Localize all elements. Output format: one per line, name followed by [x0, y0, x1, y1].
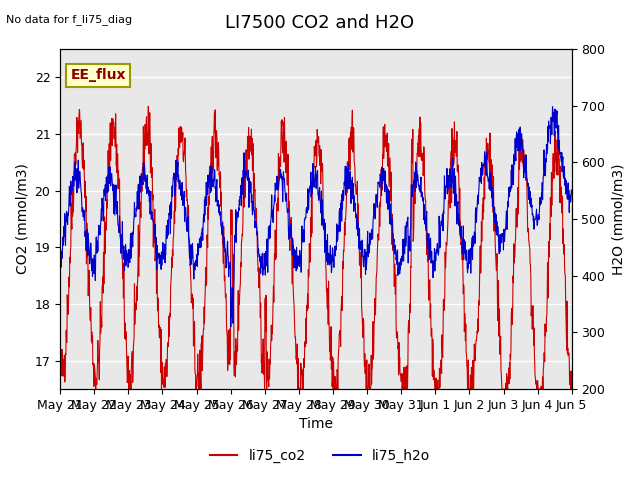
Line: li75_h2o: li75_h2o — [60, 107, 572, 327]
li75_h2o — [548, 104, 556, 109]
li75_co2 — [568, 386, 575, 392]
Text: No data for f_li75_diag: No data for f_li75_diag — [6, 14, 132, 25]
Y-axis label: H2O (mmol/m3): H2O (mmol/m3) — [611, 163, 625, 275]
li75_h2o — [227, 324, 235, 330]
Y-axis label: CO2 (mmol/m3): CO2 (mmol/m3) — [15, 164, 29, 275]
li75_co2 — [92, 386, 100, 392]
li75_co2 — [396, 354, 403, 360]
Legend: li75_co2, li75_h2o: li75_co2, li75_h2o — [204, 443, 436, 468]
li75_h2o — [508, 168, 515, 173]
li75_h2o — [396, 259, 403, 265]
li75_co2 — [158, 360, 166, 365]
X-axis label: Time: Time — [299, 418, 333, 432]
Line: li75_co2: li75_co2 — [60, 107, 572, 389]
li75_co2 — [171, 220, 179, 226]
li75_co2 — [145, 104, 152, 109]
li75_h2o — [462, 257, 470, 263]
li75_co2 — [508, 306, 515, 312]
li75_co2 — [228, 207, 236, 213]
li75_h2o — [228, 314, 236, 320]
Text: LI7500 CO2 and H2O: LI7500 CO2 and H2O — [225, 14, 415, 33]
Text: EE_flux: EE_flux — [70, 69, 126, 83]
li75_h2o — [568, 190, 575, 196]
li75_h2o — [170, 170, 178, 176]
li75_h2o — [56, 251, 64, 257]
li75_h2o — [157, 249, 165, 255]
li75_co2 — [463, 352, 470, 358]
li75_co2 — [56, 356, 64, 362]
